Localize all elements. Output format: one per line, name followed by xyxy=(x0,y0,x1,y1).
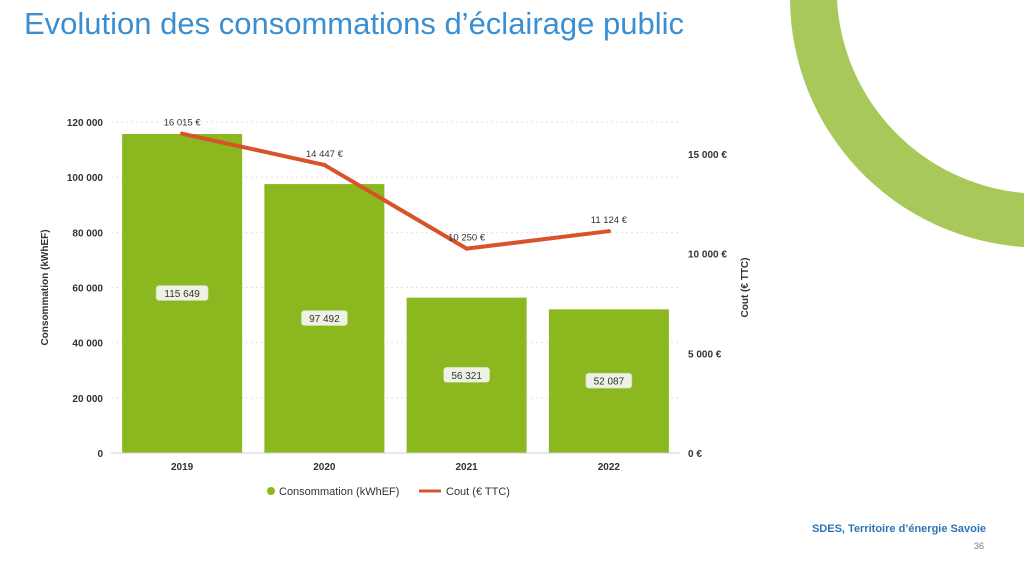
x-tick-label: 2022 xyxy=(598,462,621,473)
y-tick-label: 60 000 xyxy=(72,284,103,295)
legend-label-cout: Cout (€ TTC) xyxy=(446,486,510,498)
bar-data-label-box xyxy=(301,310,348,326)
page-title: Evolution des consommations d’éclairage … xyxy=(24,6,684,41)
x-tick-label: 2021 xyxy=(456,462,479,473)
line-data-label: 10 250 € xyxy=(448,233,486,244)
y-tick-label: 120 000 xyxy=(67,118,104,129)
y2-tick-label: 15 000 € xyxy=(688,150,727,161)
y-axis-title: Consommation (kWhEF) xyxy=(40,229,51,345)
bar-series: 115 649 97 492 56 321 52 087 xyxy=(122,134,669,453)
line-data-label: 11 124 € xyxy=(591,215,628,226)
legend-label-consommation: Consommation (kWhEF) xyxy=(279,486,399,498)
y-tick-label: 80 000 xyxy=(72,228,103,239)
line-data-label: 16 015 € xyxy=(164,118,202,129)
y2-axis-title: Cout (€ TTC) xyxy=(740,258,751,318)
page-number: 36 xyxy=(973,541,984,551)
y-tick-label: 40 000 xyxy=(72,339,103,350)
legend-marker-consommation xyxy=(267,487,275,495)
x-tick-label: 2020 xyxy=(313,462,336,473)
y2-tick-label: 10 000 € xyxy=(688,250,727,261)
cost-point xyxy=(322,162,327,167)
cost-point xyxy=(464,246,469,251)
y2-tick-label: 0 € xyxy=(688,449,702,460)
x-tick-label: 2019 xyxy=(171,462,194,473)
legend: Consommation (kWhEF) Cout (€ TTC) xyxy=(267,486,510,498)
line-data-label: 14 447 € xyxy=(306,149,344,160)
y2-tick-label: 5 000 € xyxy=(688,349,722,360)
y-tick-label: 20 000 xyxy=(72,394,103,405)
cost-point xyxy=(606,229,611,234)
cost-line xyxy=(180,131,611,251)
axes: 0 20 000 40 000 60 000 80 000 100 000 120 000 0… xyxy=(40,118,751,473)
bar-data-label-box xyxy=(443,367,490,383)
bar-data-label-box xyxy=(155,285,209,301)
bar-data-label: 56 321 xyxy=(451,371,482,382)
line-series: 16 015 € 14 447 € 10 250 € 11 124 € xyxy=(164,118,628,251)
y-tick-label: 100 000 xyxy=(67,173,104,184)
cost-point xyxy=(180,131,185,136)
footer-organization: SDES, Territoire d’énergie Savoie xyxy=(811,523,986,535)
bar-data-label: 115 649 xyxy=(164,289,200,300)
y-tick-label: 0 xyxy=(97,449,103,460)
bar-data-label: 97 492 xyxy=(309,314,340,325)
green-arc-shape xyxy=(790,0,1024,247)
bar-data-label-box xyxy=(585,372,633,389)
bar-data-label: 52 087 xyxy=(594,377,625,388)
